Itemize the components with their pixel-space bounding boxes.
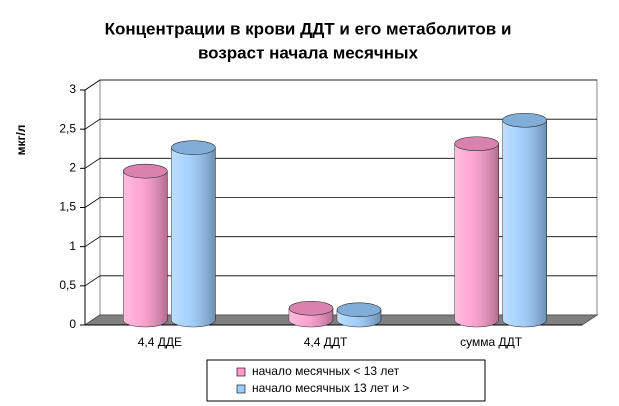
- bar-shade: [454, 143, 499, 327]
- y-tick-label: 3: [69, 82, 76, 96]
- legend-box: [206, 359, 486, 402]
- bar-top: [123, 163, 168, 179]
- grid-line: [84, 79, 597, 91]
- x-tick-label: 4,4 ДДТ: [304, 335, 348, 349]
- bar: [454, 136, 499, 328]
- bar-top: [171, 140, 216, 155]
- bar-shade: [502, 120, 547, 328]
- bar: [123, 163, 168, 328]
- grid-line: [84, 236, 597, 247]
- bar-top: [288, 300, 334, 316]
- bar-shade: [171, 147, 216, 327]
- y-tick-label: 2,5: [59, 121, 76, 135]
- y-tick-label: 2: [69, 161, 76, 175]
- bar-top: [502, 112, 547, 128]
- bar: [288, 300, 334, 328]
- chart-title: возраст начала месячных: [198, 43, 419, 62]
- grid-line: [84, 275, 597, 287]
- grid-line: [84, 197, 597, 208]
- x-tick-label: сумма ДДТ: [460, 335, 523, 349]
- y-axis-label: мкг/л: [14, 125, 28, 156]
- grid-line: [84, 118, 597, 130]
- bar: [336, 302, 382, 328]
- chart-title: Концентрации в крови ДДТ и его метаболит…: [105, 19, 512, 38]
- legend-swatch: [236, 367, 246, 377]
- bar-top: [454, 136, 499, 152]
- bar-shade: [123, 171, 168, 327]
- y-tick-label: 0,5: [59, 278, 76, 292]
- x-tick-label: 4,4 ДДЕ: [138, 335, 182, 349]
- y-tick-label: 1,5: [59, 200, 76, 214]
- legend-label: начало месячных 13 лет и >: [252, 381, 409, 395]
- bar-top: [336, 302, 382, 318]
- y-tick-label: 0: [69, 317, 76, 331]
- grid-line: [84, 157, 597, 169]
- bar: [502, 112, 547, 328]
- legend-label: начало месячных < 13 лет: [252, 364, 400, 378]
- legend-swatch: [236, 384, 246, 394]
- y-tick-label: 1: [69, 239, 76, 253]
- bar: [171, 140, 216, 328]
